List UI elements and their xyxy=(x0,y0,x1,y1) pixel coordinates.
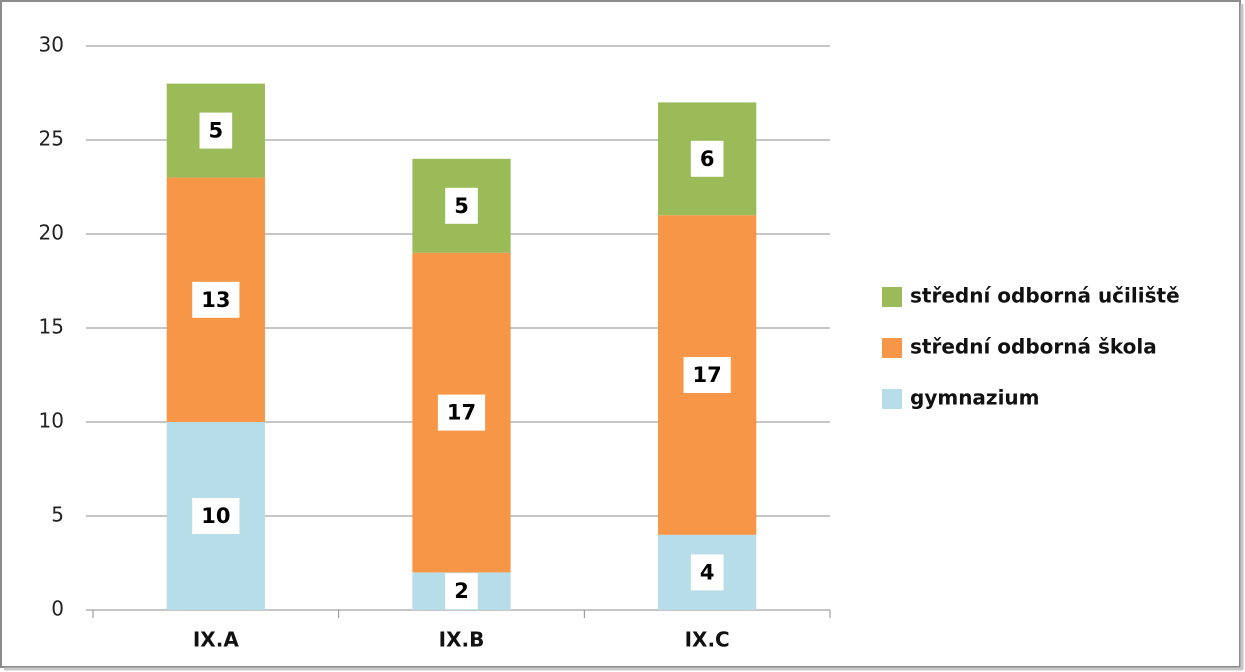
y-tick-label: 0 xyxy=(51,597,64,621)
y-tick-label: 30 xyxy=(39,33,64,57)
x-tick-label: IX.B xyxy=(439,628,485,652)
data-label-bg xyxy=(683,357,731,393)
y-tick-label: 20 xyxy=(39,221,64,245)
data-label-bg xyxy=(192,498,240,534)
data-label: 4 xyxy=(700,560,715,584)
data-label-bg xyxy=(445,187,478,224)
data-label: 10 xyxy=(201,504,230,528)
legend-swatch xyxy=(882,389,902,409)
y-tick-label: 10 xyxy=(39,409,64,433)
legend-swatch xyxy=(882,287,902,307)
data-label-bg xyxy=(690,140,724,177)
y-tick-label: 5 xyxy=(51,503,64,527)
legend-label: střední odborná škola xyxy=(910,335,1157,359)
data-label: 17 xyxy=(447,401,476,425)
data-label-bg xyxy=(437,394,486,431)
data-label-bg xyxy=(199,112,233,149)
data-label: 13 xyxy=(201,288,230,312)
data-label-bg xyxy=(690,554,724,591)
legend-label: střední odborná učiliště xyxy=(910,284,1180,308)
data-label: 17 xyxy=(693,363,722,387)
data-label: 6 xyxy=(700,147,715,171)
y-tick-label: 15 xyxy=(39,315,64,339)
data-label-bg xyxy=(192,281,240,318)
legend-label: gymnazium xyxy=(910,386,1040,410)
data-label: 5 xyxy=(209,119,224,143)
x-tick-label: IX.A xyxy=(193,628,239,652)
y-tick-label: 25 xyxy=(39,127,64,151)
data-label: 5 xyxy=(454,194,469,218)
x-tick-label: IX.C xyxy=(685,628,730,652)
data-label-bg xyxy=(445,573,478,610)
legend-swatch xyxy=(882,338,902,358)
data-label: 2 xyxy=(454,579,469,603)
